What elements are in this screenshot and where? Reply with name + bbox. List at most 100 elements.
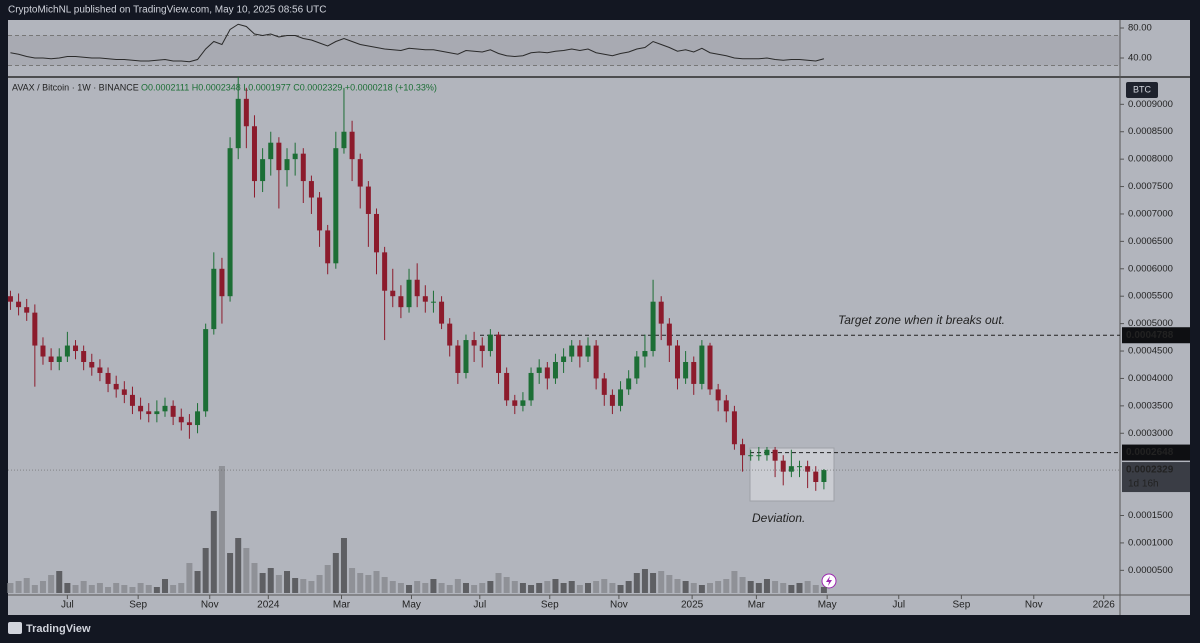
candle-body xyxy=(414,279,420,297)
candle-body xyxy=(121,389,127,395)
candle-body xyxy=(674,345,680,379)
candle-body xyxy=(81,351,87,362)
volume-bar xyxy=(284,571,291,593)
candle-body xyxy=(626,378,632,390)
volume-bar xyxy=(113,583,120,593)
candle-body xyxy=(357,159,363,187)
volume-bar xyxy=(438,583,445,593)
volume-bar xyxy=(64,583,71,593)
y-tick-label: 0.0005500 xyxy=(1128,291,1173,302)
volume-bar xyxy=(568,581,575,593)
symbol: AVAX / Bitcoin · 1W · BINANCE xyxy=(12,82,139,92)
volume-bar xyxy=(145,585,152,593)
x-tick-label: May xyxy=(818,600,837,611)
candle-body xyxy=(471,340,477,346)
candle-body xyxy=(430,301,436,303)
brand: TradingView xyxy=(26,623,91,635)
candle-body xyxy=(195,411,201,426)
candle-body xyxy=(796,466,802,468)
volume-bar xyxy=(349,568,356,593)
volume-bar xyxy=(804,581,811,593)
level-label: 0.0002648 xyxy=(1126,447,1174,458)
x-tick-label: Mar xyxy=(333,600,351,611)
event-icon-bolt xyxy=(826,576,832,586)
candle-body xyxy=(772,449,778,461)
candle-body xyxy=(89,361,95,368)
y-tick-label: 0.0006500 xyxy=(1128,236,1173,247)
candle-body xyxy=(32,312,38,346)
volume-bar xyxy=(178,583,185,593)
ohlc: O0.0002111 H0.0002348 L0.0001977 C0.0002… xyxy=(141,82,437,92)
rsi-tick-label: 80.00 xyxy=(1128,23,1152,34)
candle-body xyxy=(439,301,445,324)
volume-bar xyxy=(690,583,697,593)
volume-bar xyxy=(625,581,632,593)
y-tick-label: 0.0008500 xyxy=(1128,126,1173,137)
currency: BTC xyxy=(1133,84,1152,94)
volume-bar xyxy=(137,583,144,593)
volume-bar xyxy=(511,581,518,593)
candle-body xyxy=(642,351,648,357)
volume-bar xyxy=(389,581,396,593)
candle-body xyxy=(406,279,412,308)
volume-bar xyxy=(812,585,819,593)
volume-bar xyxy=(324,565,331,593)
volume-bar xyxy=(243,548,250,593)
candle-body xyxy=(788,466,794,472)
volume-bar xyxy=(658,571,665,593)
candle-body xyxy=(284,159,290,171)
candle-body xyxy=(300,153,306,182)
volume-bar xyxy=(275,575,282,593)
volume-bar xyxy=(503,577,510,593)
volume-bar xyxy=(357,573,364,593)
volume-bar xyxy=(772,581,779,593)
volume-bar xyxy=(739,577,746,593)
candle-body xyxy=(365,186,371,214)
candle-body xyxy=(552,361,558,379)
y-tick-label: 0.0007500 xyxy=(1128,181,1173,192)
volume-bar xyxy=(340,538,347,593)
deviation-box xyxy=(749,447,835,502)
volume-bar xyxy=(552,579,559,593)
candle-body xyxy=(243,98,249,127)
candle-body xyxy=(699,345,705,384)
level-label: 0.0004788 xyxy=(1126,330,1174,341)
candle-body xyxy=(390,290,396,297)
volume-bar xyxy=(788,585,795,593)
candle-body xyxy=(683,361,689,379)
volume-bar xyxy=(218,466,225,593)
volume-bar xyxy=(267,568,274,593)
volume-bar xyxy=(292,578,299,593)
volume-bar xyxy=(796,583,803,593)
candle-body xyxy=(561,356,567,362)
volume-bar xyxy=(641,569,648,593)
candle-body xyxy=(129,394,135,406)
candle-body xyxy=(138,405,144,412)
candle-body xyxy=(715,389,721,401)
candle-body xyxy=(24,307,30,313)
candle-body xyxy=(341,131,347,149)
candle-body xyxy=(658,301,664,324)
volume-bar xyxy=(194,571,201,593)
y-tick-label: 0.0008000 xyxy=(1128,154,1173,165)
candle-body xyxy=(16,301,22,308)
candle-body xyxy=(154,411,160,415)
volume-bar xyxy=(72,585,79,593)
volume-bar xyxy=(153,587,160,593)
volume-bar xyxy=(210,511,217,593)
candle-body xyxy=(373,213,379,253)
publisher: CryptoMichNL published on TradingView.co… xyxy=(8,5,327,16)
candle-body xyxy=(97,367,103,373)
candle-body xyxy=(666,323,672,346)
volume-bar xyxy=(544,581,551,593)
volume-bar xyxy=(633,573,640,593)
y-tick-label: 0.0004500 xyxy=(1128,346,1173,357)
annotation: Target zone when it breaks out. xyxy=(838,313,1005,327)
candle-body xyxy=(707,345,713,390)
candle-body xyxy=(504,372,510,401)
candle-body xyxy=(520,400,526,406)
candle-body xyxy=(805,466,811,472)
volume-bar xyxy=(731,571,738,593)
volume-bar xyxy=(576,585,583,593)
candle-body xyxy=(349,131,355,160)
